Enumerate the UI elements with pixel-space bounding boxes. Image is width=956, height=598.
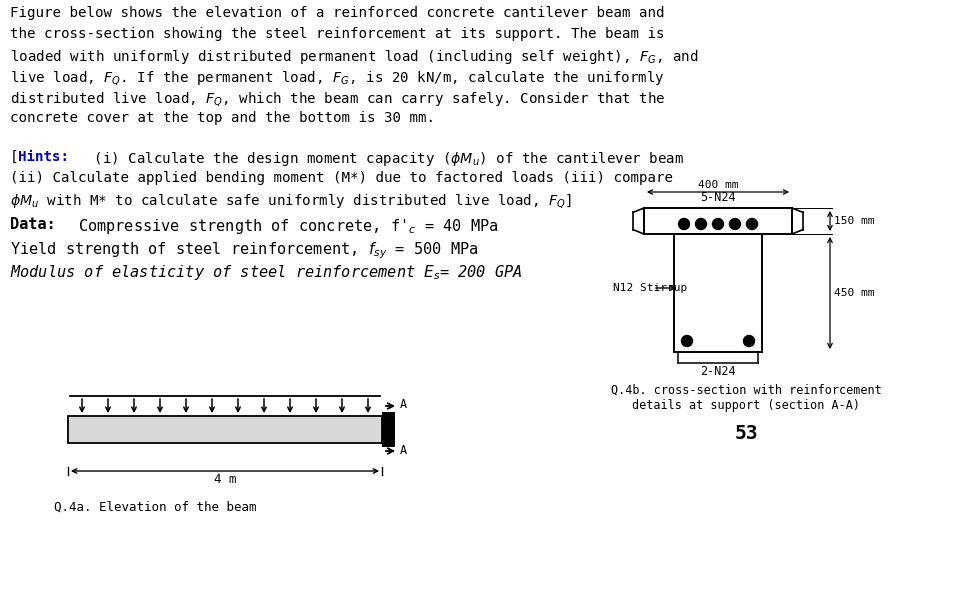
Text: Modulus of elasticity of steel reinforcement $E_s$= 200 GPA: Modulus of elasticity of steel reinforce… bbox=[10, 263, 523, 282]
Text: 2-N24: 2-N24 bbox=[700, 365, 736, 378]
Circle shape bbox=[744, 335, 754, 346]
Bar bbox=[674, 234, 762, 352]
Text: (ii) Calculate applied bending moment (M*) due to factored loads (iii) compare: (ii) Calculate applied bending moment (M… bbox=[10, 171, 673, 185]
Text: $\phi M_u$ with M* to calculate safe uniformly distributed live load, $F_Q$]: $\phi M_u$ with M* to calculate safe uni… bbox=[10, 192, 572, 210]
Text: 4 m: 4 m bbox=[214, 473, 236, 486]
Circle shape bbox=[696, 218, 706, 230]
Text: Yield strength of steel reinforcement, $f_{sy}$ = 500 MPa: Yield strength of steel reinforcement, $… bbox=[10, 240, 478, 261]
Text: A: A bbox=[400, 398, 407, 411]
Text: Figure below shows the elevation of a reinforced concrete cantilever beam and: Figure below shows the elevation of a re… bbox=[10, 6, 664, 20]
Text: [: [ bbox=[10, 150, 18, 164]
Text: the cross-section showing the steel reinforcement at its support. The beam is: the cross-section showing the steel rein… bbox=[10, 27, 664, 41]
Text: Q.4a. Elevation of the beam: Q.4a. Elevation of the beam bbox=[54, 501, 256, 514]
Text: (i) Calculate the design moment capacity ($\phi M_u$) of the cantilever beam: (i) Calculate the design moment capacity… bbox=[85, 150, 684, 168]
Text: 53: 53 bbox=[734, 424, 758, 443]
Circle shape bbox=[679, 218, 689, 230]
Text: Data:: Data: bbox=[10, 217, 55, 232]
Text: Hints:: Hints: bbox=[18, 150, 69, 164]
Bar bbox=[68, 416, 382, 443]
Text: N12 Stirrup: N12 Stirrup bbox=[613, 283, 687, 293]
Text: 450 mm: 450 mm bbox=[834, 288, 875, 298]
Text: live load, $F_Q$. If the permanent load, $F_G$, is 20 kN/m, calculate the unifor: live load, $F_Q$. If the permanent load,… bbox=[10, 69, 664, 87]
Text: concrete cover at the top and the bottom is 30 mm.: concrete cover at the top and the bottom… bbox=[10, 111, 435, 125]
Text: Compressive strength of concrete, f'$_c$ = 40 MPa: Compressive strength of concrete, f'$_c$… bbox=[78, 217, 498, 236]
Text: Q.4b. cross-section with reinforcement
details at support (section A-A): Q.4b. cross-section with reinforcement d… bbox=[611, 384, 881, 412]
Circle shape bbox=[747, 218, 757, 230]
Bar bbox=[382, 412, 395, 447]
Text: 150 mm: 150 mm bbox=[834, 216, 875, 226]
Circle shape bbox=[682, 335, 692, 346]
Text: A: A bbox=[400, 444, 407, 456]
Text: 5-N24: 5-N24 bbox=[700, 191, 736, 204]
Text: loaded with uniformly distributed permanent load (including self weight), $F_G$,: loaded with uniformly distributed perman… bbox=[10, 48, 699, 66]
Circle shape bbox=[712, 218, 724, 230]
Text: 400 mm: 400 mm bbox=[698, 180, 738, 190]
Circle shape bbox=[729, 218, 741, 230]
Bar bbox=[644, 208, 792, 234]
Text: distributed live load, $F_Q$, which the beam can carry safely. Consider that the: distributed live load, $F_Q$, which the … bbox=[10, 90, 665, 108]
